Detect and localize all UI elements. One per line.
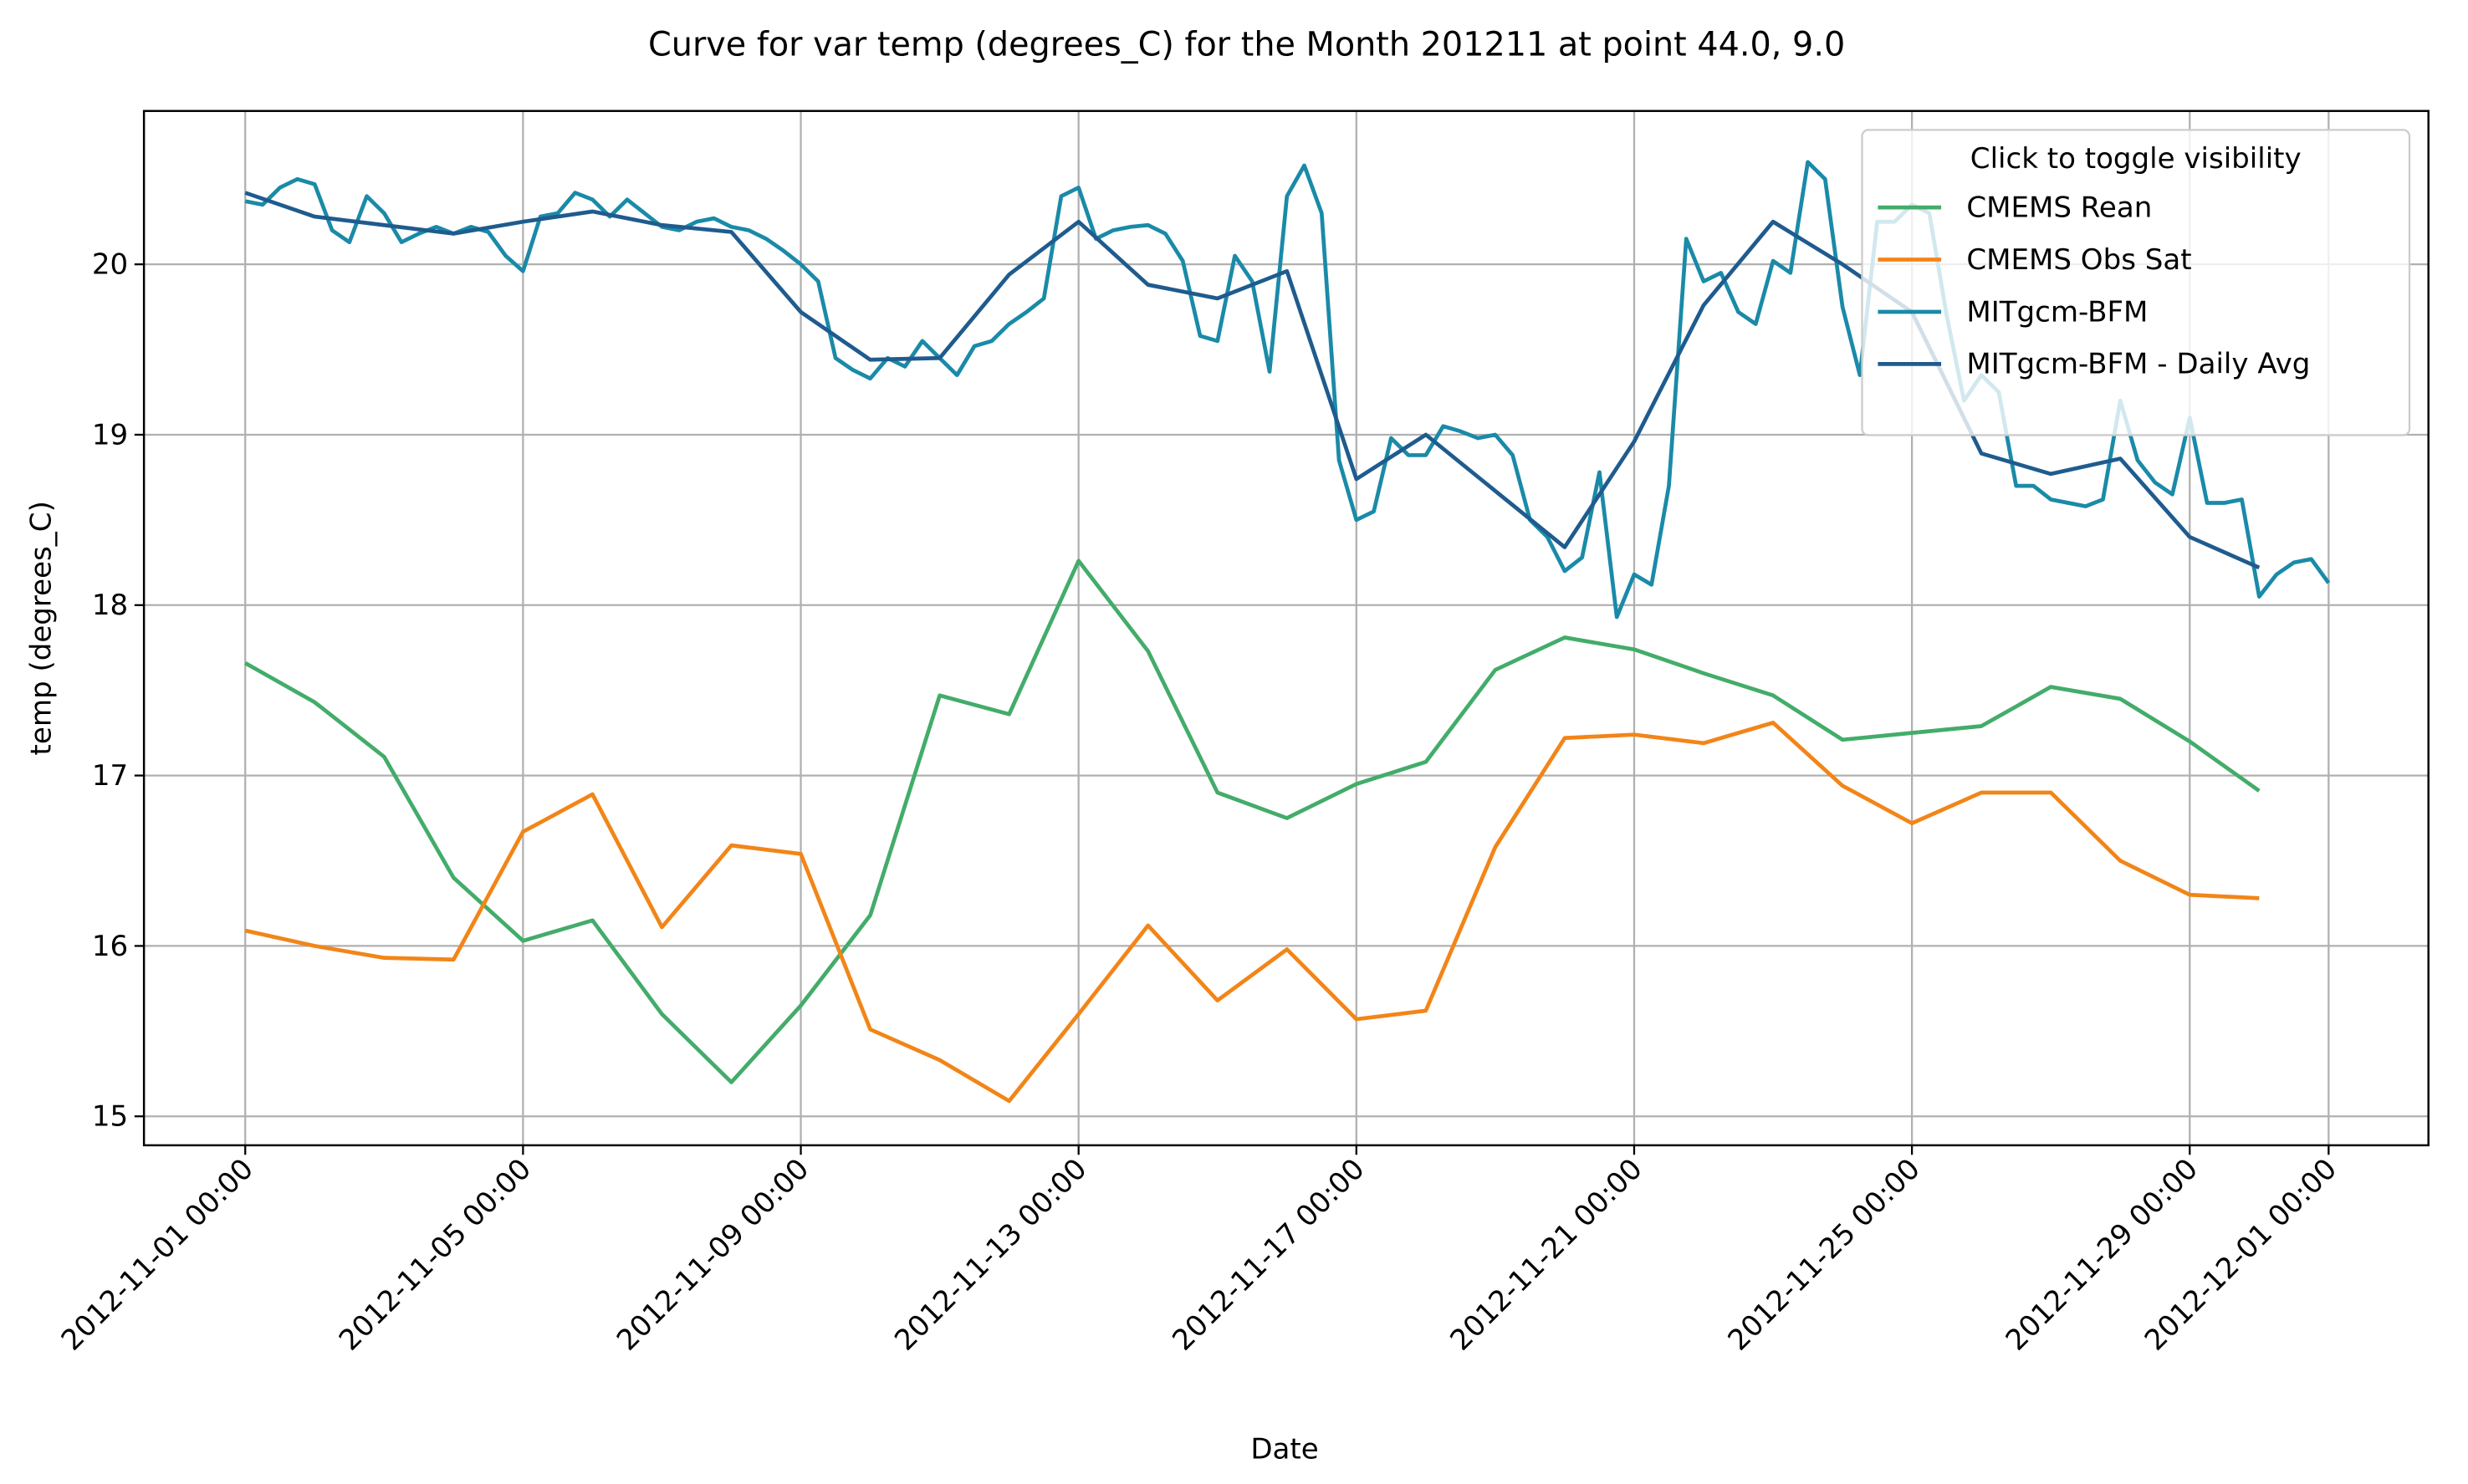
legend-title: Click to toggle visibility — [1970, 142, 2302, 176]
y-tick-label: 19 — [92, 418, 128, 451]
legend-label: CMEMS Obs Sat — [1966, 243, 2191, 277]
grid — [144, 110, 2429, 1145]
axes-frame — [142, 110, 2430, 1147]
x-axis-label: Date — [1250, 1432, 1318, 1466]
legend-label: MITgcm-BFM - Daily Avg — [1966, 348, 2310, 381]
series-line — [244, 721, 2260, 1104]
legend-label: CMEMS Rean — [1966, 191, 2152, 224]
y-tick-label: 17 — [92, 759, 128, 793]
y-tick-label: 16 — [92, 930, 128, 963]
legend-item[interactable]: CMEMS Obs Sat — [1878, 243, 2192, 277]
y-tick-label: 18 — [92, 589, 128, 622]
y-axis-label: temp (degrees_C) — [25, 501, 59, 755]
y-tick-label: 15 — [92, 1100, 128, 1134]
legend: Click to toggle visibility CMEMS Rean CMEM… — [1861, 129, 2411, 436]
legend-item[interactable]: MITgcm-BFM - Daily Avg — [1878, 348, 2310, 381]
legend-box — [1861, 129, 2411, 436]
chart-title: Curve for var temp (degrees_C) for the M… — [648, 26, 1845, 64]
legend-label: MITgcm-BFM — [1966, 295, 2148, 329]
series-line — [244, 558, 2261, 1084]
y-tick-label: 20 — [92, 248, 128, 282]
legend-item[interactable]: MITgcm-BFM — [1878, 295, 2148, 329]
legend-item[interactable]: CMEMS Rean — [1878, 191, 2152, 224]
